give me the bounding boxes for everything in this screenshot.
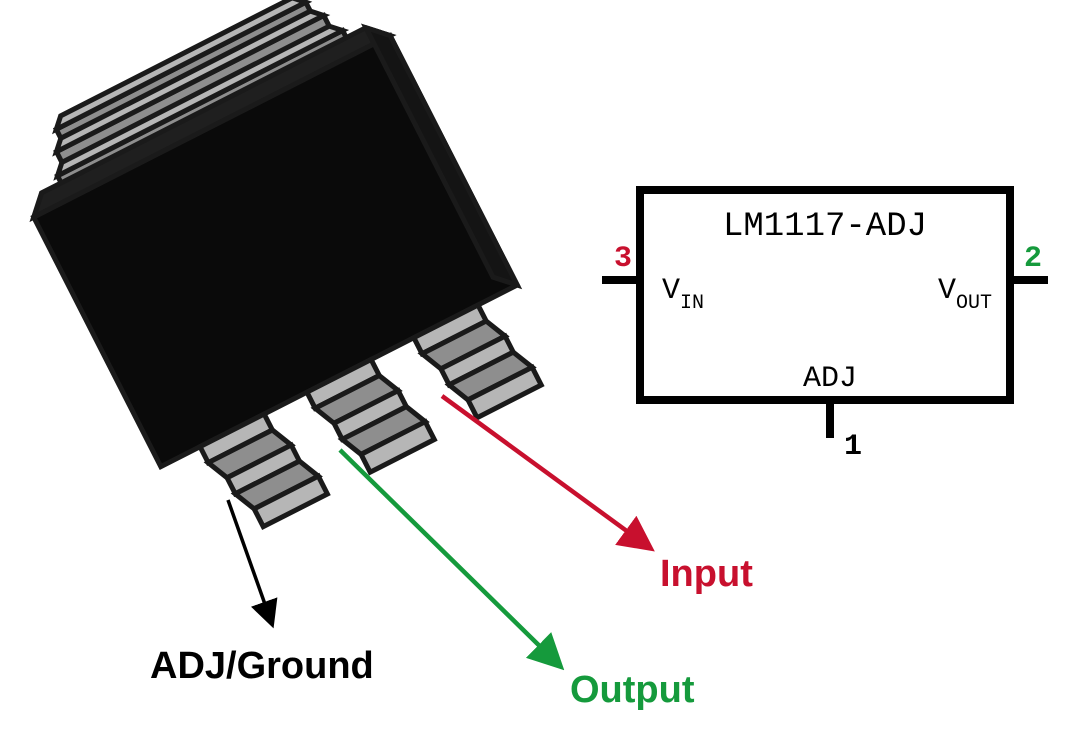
schematic-title: LM1117-ADJ: [723, 208, 927, 246]
pin-number-3: 3: [614, 242, 632, 276]
schematic-adj: ADJ: [803, 362, 857, 396]
pin-number-2: 2: [1024, 242, 1042, 276]
pin-number-1: 1: [844, 430, 862, 464]
label-adj-ground: ADJ/Ground: [150, 645, 374, 687]
arrow-input: [442, 396, 650, 548]
label-input: Input: [660, 553, 753, 595]
arrow-output: [340, 450, 560, 666]
package-3d: [0, 0, 563, 556]
schematic-box: LM1117-ADJ VIN VOUT ADJ 3 2 1: [602, 190, 1048, 464]
diagram-root: ADJ/Ground Output Input LM1117-ADJ VIN V…: [0, 0, 1080, 747]
label-output: Output: [570, 669, 695, 711]
